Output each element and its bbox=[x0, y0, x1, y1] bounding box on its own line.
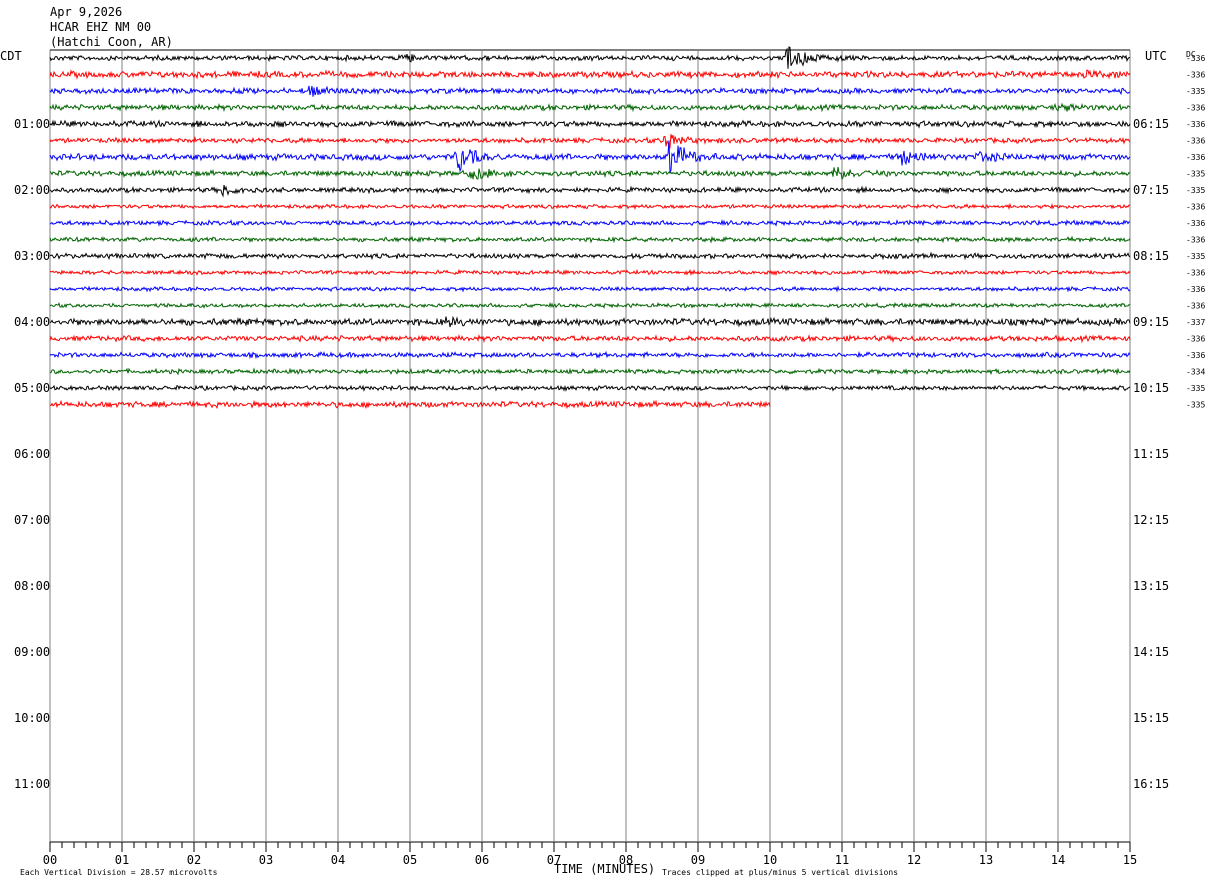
left-hour-label: 06:00 bbox=[14, 447, 50, 461]
x-tick-label: 09 bbox=[691, 853, 705, 867]
right-timezone-label: UTC bbox=[1145, 49, 1167, 63]
x-tick-label: 06 bbox=[475, 853, 489, 867]
right-hour-label: 09:15 bbox=[1133, 315, 1169, 329]
seismic-trace bbox=[49, 184, 1131, 198]
x-tick-label: 08 bbox=[619, 853, 633, 867]
seismic-trace bbox=[49, 166, 1131, 181]
left-hour-label: 03:00 bbox=[14, 249, 50, 263]
dc-offset-label: -335 bbox=[1186, 186, 1205, 195]
x-tick-label: 10 bbox=[763, 853, 777, 867]
dc-offset-label: -336 bbox=[1186, 351, 1205, 360]
header-date: Apr 9,2026 bbox=[50, 5, 123, 19]
seismic-trace bbox=[49, 119, 1131, 129]
x-axis-title: TIME (MINUTES) bbox=[554, 862, 655, 876]
dc-offset-label: -334 bbox=[1186, 368, 1205, 377]
left-timezone-label: CDT bbox=[0, 49, 22, 63]
seismic-trace bbox=[49, 46, 1130, 69]
plot-grid bbox=[49, 49, 1131, 852]
seismic-trace bbox=[49, 140, 1131, 173]
right-hour-label: 10:15 bbox=[1133, 381, 1169, 395]
right-hour-label: 15:15 bbox=[1133, 711, 1169, 725]
x-tick-label: 03 bbox=[259, 853, 273, 867]
dc-offset-label: -336 bbox=[1186, 71, 1205, 80]
dc-header-label: DC bbox=[1186, 50, 1196, 59]
seismic-trace bbox=[49, 134, 1131, 150]
left-hour-label: 05:00 bbox=[14, 381, 50, 395]
x-tick-label: 13 bbox=[979, 853, 993, 867]
right-hour-label: 14:15 bbox=[1133, 645, 1169, 659]
seismic-trace bbox=[49, 333, 1131, 344]
dc-offset-label: -336 bbox=[1186, 153, 1205, 162]
dc-offset-label: -336 bbox=[1186, 335, 1205, 344]
dc-offset-label: -335 bbox=[1186, 384, 1205, 393]
seismic-trace bbox=[49, 367, 1131, 376]
dc-offset-label: -336 bbox=[1186, 137, 1205, 146]
dc-offset-label: -336 bbox=[1186, 104, 1205, 113]
seismic-trace bbox=[49, 202, 1131, 211]
dc-offset-label: -336 bbox=[1186, 236, 1205, 245]
seismic-trace bbox=[49, 350, 1131, 360]
dc-offset-label: -336 bbox=[1186, 203, 1205, 212]
seismic-traces bbox=[49, 46, 1131, 410]
x-tick-label: 01 bbox=[115, 853, 129, 867]
scale-note: Each Vertical Division = 28.57 microvolt… bbox=[20, 868, 218, 877]
seismic-trace bbox=[49, 235, 1131, 244]
left-hour-label: 01:00 bbox=[14, 117, 50, 131]
header-location: (Hatchi Coon, AR) bbox=[50, 35, 173, 49]
right-hour-label: 12:15 bbox=[1133, 513, 1169, 527]
right-hour-label: 06:15 bbox=[1133, 117, 1169, 131]
right-hour-label: 13:15 bbox=[1133, 579, 1169, 593]
left-hour-label: 07:00 bbox=[14, 513, 50, 527]
left-hour-label: 04:00 bbox=[14, 315, 50, 329]
x-tick-label: 11 bbox=[835, 853, 849, 867]
left-hour-label: 10:00 bbox=[14, 711, 50, 725]
dc-offset-label: -336 bbox=[1186, 302, 1205, 311]
dc-offset-label: -335 bbox=[1186, 87, 1205, 96]
x-tick-label: 04 bbox=[331, 853, 345, 867]
seismic-trace bbox=[49, 301, 1131, 309]
left-hour-label: 09:00 bbox=[14, 645, 50, 659]
x-tick-label: 14 bbox=[1051, 853, 1065, 867]
x-tick-label: 07 bbox=[547, 853, 561, 867]
x-tick-label: 15 bbox=[1123, 853, 1137, 867]
dc-offset-label: -336 bbox=[1186, 120, 1205, 129]
x-tick-label: 05 bbox=[403, 853, 417, 867]
dc-offset-label: -335 bbox=[1186, 401, 1205, 410]
x-tick-label: 00 bbox=[43, 853, 57, 867]
dc-offset-label: -336 bbox=[1186, 269, 1205, 278]
plot-labels: CDT UTC DC TIME (MINUTES) Each Vertical … bbox=[0, 49, 1205, 877]
right-hour-label: 11:15 bbox=[1133, 447, 1169, 461]
dc-offset-label: -336 bbox=[1186, 54, 1205, 63]
x-tick-label: 12 bbox=[907, 853, 921, 867]
seismic-trace bbox=[49, 315, 1131, 328]
dc-offset-label: -336 bbox=[1186, 285, 1205, 294]
seismic-trace bbox=[49, 285, 1131, 293]
seismic-trace bbox=[49, 85, 1131, 97]
clip-note: Traces clipped at plus/minus 5 vertical … bbox=[662, 868, 898, 877]
seismic-trace bbox=[49, 218, 1131, 227]
left-hour-label: 08:00 bbox=[14, 579, 50, 593]
dc-offset-label: -335 bbox=[1186, 170, 1205, 179]
left-hour-label: 02:00 bbox=[14, 183, 50, 197]
x-tick-label: 02 bbox=[187, 853, 201, 867]
left-hour-label: 11:00 bbox=[14, 777, 50, 791]
seismic-trace bbox=[49, 251, 1131, 261]
dc-offset-label: -336 bbox=[1186, 219, 1205, 228]
header-station: HCAR EHZ NM 00 bbox=[50, 20, 152, 34]
seismic-trace bbox=[49, 399, 771, 410]
seismic-trace bbox=[49, 69, 1131, 80]
right-hour-label: 07:15 bbox=[1133, 183, 1169, 197]
dc-offset-label: -335 bbox=[1186, 252, 1205, 261]
seismic-trace bbox=[49, 384, 1131, 392]
seismic-trace bbox=[49, 102, 1131, 113]
seismic-trace bbox=[49, 268, 1131, 277]
right-hour-label: 16:15 bbox=[1133, 777, 1169, 791]
right-hour-label: 08:15 bbox=[1133, 249, 1169, 263]
dc-offset-label: -337 bbox=[1186, 318, 1205, 327]
